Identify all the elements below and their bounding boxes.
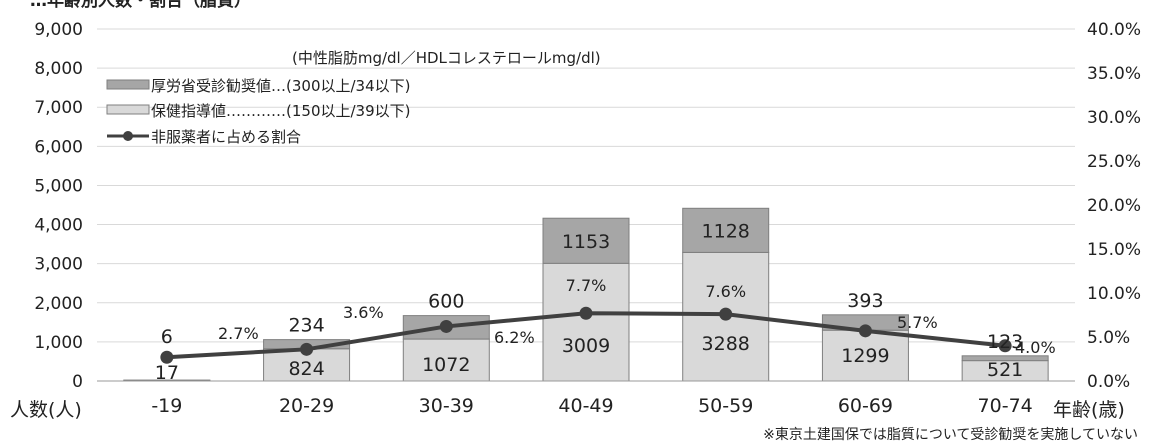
legend-note: (中性脂肪mg/dl／HDLコレステロールmg/dl) (292, 49, 601, 67)
legend-swatch-marker (123, 131, 133, 141)
bar-label-recommend: 1153 (562, 231, 610, 253)
line-point (719, 308, 732, 321)
line-label: 5.7% (897, 313, 938, 332)
legend-swatch (107, 80, 149, 89)
y-tick-label: 3,000 (34, 255, 83, 275)
y-tick-label: 0 (72, 372, 83, 392)
legend-swatch (107, 105, 149, 114)
bar-label-recommend: 6 (161, 326, 173, 348)
line-label: 6.2% (494, 328, 535, 347)
legend-label: 保健指導値…………(150以上/39以下) (151, 102, 410, 120)
y-axis-label: 人数(人) (10, 399, 82, 421)
bar-label-guidance: 1072 (422, 354, 470, 376)
line-point (859, 324, 872, 337)
y2-tick-label: 15.0% (1087, 240, 1141, 260)
x-tick-label: 40-49 (558, 395, 613, 417)
line-label: 7.7% (566, 276, 607, 295)
y-tick-label: 4,000 (34, 216, 83, 236)
y2-tick-label: 10.0% (1087, 284, 1141, 304)
line-point (580, 307, 593, 320)
x-tick-label: 20-29 (279, 395, 334, 417)
y-tick-label: 5,000 (34, 176, 83, 196)
legend-label: 非服薬者に占める割合 (151, 128, 301, 146)
bar-label-guidance: 3288 (702, 333, 750, 355)
x-tick-label: -19 (151, 395, 182, 417)
footnote: ※東京土建国保では脂質について受診勧奨を実施していない (763, 426, 1138, 443)
y2-tick-label: 20.0% (1087, 196, 1141, 216)
y-tick-label: 8,000 (34, 59, 83, 79)
y2-tick-label: 40.0% (1087, 20, 1141, 40)
bar-label-recommend: 600 (428, 291, 464, 313)
x-tick-label: 50-59 (698, 395, 753, 417)
y-tick-label: 6,000 (34, 137, 83, 157)
y2-tick-label: 35.0% (1087, 64, 1141, 84)
y-tick-label: 7,000 (34, 98, 83, 118)
x-axis-label: 年齢(歳) (1053, 399, 1125, 421)
legend: (中性脂肪mg/dl／HDLコレステロールmg/dl) 厚労省受診勧奨値…(30… (107, 49, 601, 146)
line-point (440, 320, 453, 333)
y-tick-label: 2,000 (34, 294, 83, 314)
bar-label-guidance: 1299 (841, 345, 889, 367)
bar-label-guidance: 521 (987, 359, 1023, 381)
line-label: 4.0% (1015, 338, 1056, 357)
y-tick-label: 9,000 (34, 20, 83, 40)
y2-tick-label: 0.0% (1087, 372, 1130, 392)
bar-label-recommend: 234 (288, 315, 324, 337)
bar-label-recommend: 1128 (702, 220, 750, 242)
legend-label: 厚労省受診勧奨値…(300以上/34以下) (151, 77, 410, 95)
bar-label-guidance: 824 (288, 358, 324, 380)
bar-label-recommend: 393 (847, 290, 883, 312)
chart-title: …年齢別人数・割合（脂質） (30, 0, 251, 11)
x-tick-label: 60-69 (838, 395, 893, 417)
line-label: 3.6% (343, 303, 384, 322)
y-tick-label: 1,000 (34, 333, 83, 353)
bar-label-guidance: 3009 (562, 335, 610, 357)
y2-tick-label: 30.0% (1087, 108, 1141, 128)
line-label: 2.7% (218, 324, 259, 343)
x-tick-label: 30-39 (419, 395, 474, 417)
line-label: 7.6% (705, 282, 746, 301)
line-point (300, 343, 313, 356)
y2-tick-label: 25.0% (1087, 152, 1141, 172)
x-tick-label: 70-74 (978, 395, 1033, 417)
y2-tick-label: 5.0% (1087, 328, 1130, 348)
